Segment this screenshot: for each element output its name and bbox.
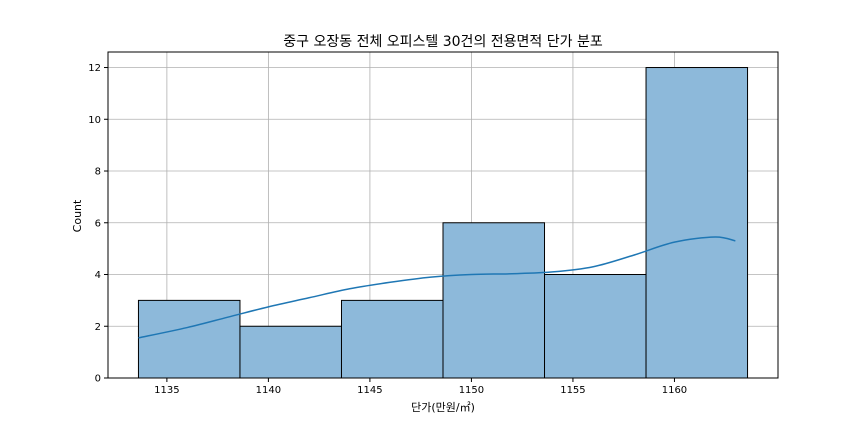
histogram-bar bbox=[239, 325, 342, 379]
x-tick-label: 1160 bbox=[662, 385, 687, 396]
y-tick-label: 6 bbox=[95, 218, 101, 229]
histogram-bar bbox=[645, 67, 749, 379]
x-axis-label: 단가(만원/㎡) bbox=[411, 401, 475, 414]
histogram-bar bbox=[442, 222, 546, 379]
histogram-bars bbox=[137, 67, 749, 379]
histogram-bar bbox=[544, 274, 647, 379]
x-tick-label: 1140 bbox=[256, 385, 281, 396]
x-tick-label: 1150 bbox=[459, 385, 484, 396]
histogram-bar bbox=[340, 299, 444, 379]
x-tick-label: 1135 bbox=[154, 385, 179, 396]
chart-title: 중구 오장동 전체 오피스텔 30건의 전용면적 단가 분포 bbox=[283, 34, 603, 50]
y-tick-label: 2 bbox=[95, 322, 101, 333]
y-tick-label: 10 bbox=[88, 115, 101, 126]
y-axis-ticks: 0 2 4 6 8 10 12 bbox=[88, 63, 108, 385]
x-axis-ticks: 1135 1140 1145 1150 1155 1160 bbox=[154, 378, 687, 396]
kde-curve bbox=[138, 236, 736, 339]
y-tick-label: 12 bbox=[88, 63, 101, 74]
plot-frame bbox=[107, 51, 779, 379]
y-axis-label: Count bbox=[71, 199, 84, 232]
y-tick-label: 0 bbox=[95, 374, 101, 385]
x-tick-label: 1145 bbox=[357, 385, 382, 396]
x-tick-label: 1155 bbox=[560, 385, 585, 396]
y-tick-label: 4 bbox=[95, 270, 101, 281]
histogram-bar bbox=[137, 299, 241, 379]
y-tick-label: 8 bbox=[95, 167, 101, 178]
